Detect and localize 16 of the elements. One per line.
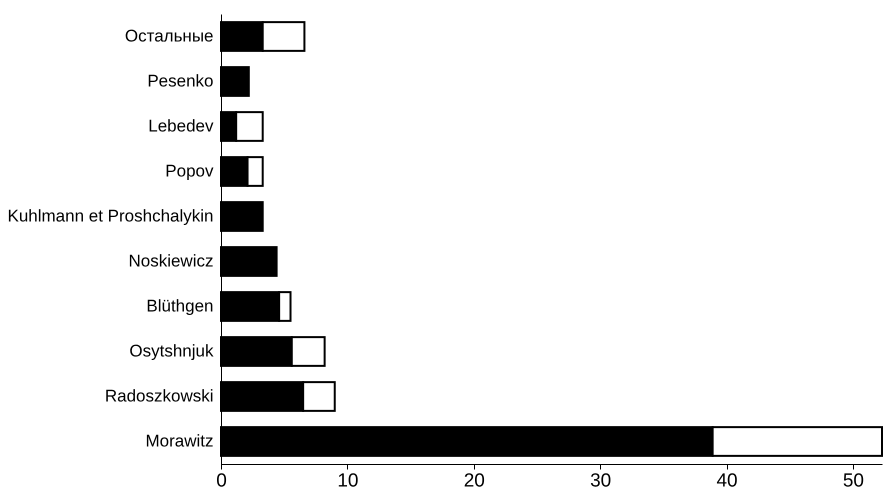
y-tick-label: Kuhlmann et Proshchalykin — [7, 206, 214, 226]
y-tick-label: Остальные — [124, 26, 214, 46]
x-tick-label: 20 — [464, 470, 485, 492]
y-tick-label: Popov — [165, 162, 214, 180]
y-tick-label: Pesenko — [147, 72, 214, 90]
y-tick-label: Morawitz — [145, 432, 214, 450]
y-tick-label: Noskiewicz — [128, 252, 214, 270]
y-tick-label: Radoszkowski — [104, 386, 214, 406]
x-tick-label: 30 — [590, 470, 612, 492]
x-tick-label: 40 — [716, 470, 738, 492]
y-tick-label: Blüthgen — [146, 296, 214, 316]
y-tick-label: Osytshnjuk — [129, 342, 214, 360]
x-tick-label: 0 — [216, 470, 227, 492]
x-tick-label: 10 — [337, 470, 358, 492]
x-tick-label: 50 — [842, 470, 864, 492]
y-tick-label: Lebedev — [148, 116, 214, 136]
